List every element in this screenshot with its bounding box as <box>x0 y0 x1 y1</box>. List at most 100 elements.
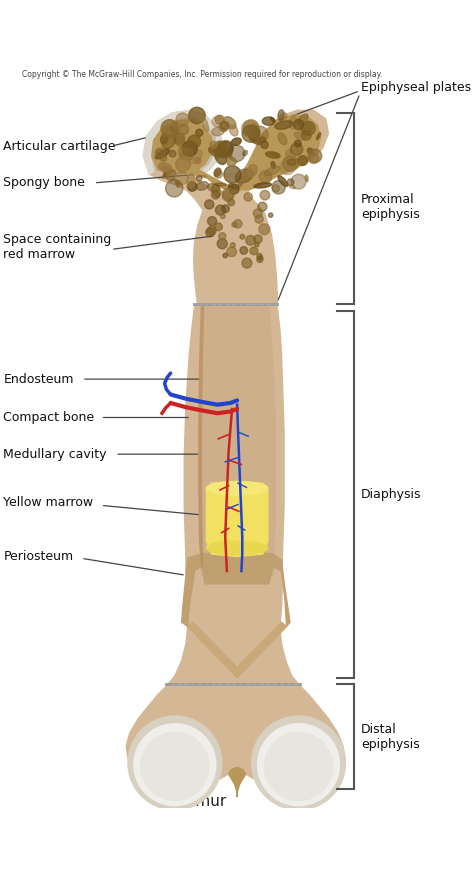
Ellipse shape <box>196 182 209 190</box>
Circle shape <box>220 121 229 130</box>
Circle shape <box>273 185 280 192</box>
Circle shape <box>215 170 222 178</box>
Ellipse shape <box>289 185 295 189</box>
Circle shape <box>229 184 239 194</box>
Circle shape <box>161 120 179 137</box>
Ellipse shape <box>212 147 219 154</box>
Text: Femur: Femur <box>178 794 226 809</box>
Circle shape <box>298 155 308 166</box>
Circle shape <box>240 234 245 239</box>
Ellipse shape <box>214 168 221 176</box>
Ellipse shape <box>230 156 237 162</box>
Circle shape <box>255 215 263 223</box>
Ellipse shape <box>170 127 178 134</box>
Circle shape <box>211 190 219 199</box>
Circle shape <box>291 174 306 189</box>
Circle shape <box>141 732 209 801</box>
Circle shape <box>210 141 217 148</box>
Circle shape <box>219 122 228 132</box>
Circle shape <box>215 205 226 215</box>
Circle shape <box>194 157 201 163</box>
Ellipse shape <box>290 115 297 129</box>
Circle shape <box>258 202 267 211</box>
Ellipse shape <box>273 153 279 156</box>
Text: Medullary cavity: Medullary cavity <box>3 448 107 461</box>
Polygon shape <box>126 686 345 785</box>
Text: Periosteum: Periosteum <box>3 550 73 563</box>
Circle shape <box>182 141 197 156</box>
Ellipse shape <box>305 175 308 182</box>
Circle shape <box>227 158 236 167</box>
Ellipse shape <box>212 184 220 197</box>
Circle shape <box>257 724 339 806</box>
Circle shape <box>294 141 301 147</box>
Circle shape <box>259 223 270 235</box>
Ellipse shape <box>215 183 226 186</box>
Circle shape <box>155 148 165 159</box>
Circle shape <box>173 133 185 144</box>
Circle shape <box>215 115 224 124</box>
Circle shape <box>300 120 312 133</box>
Ellipse shape <box>176 182 179 187</box>
Ellipse shape <box>158 163 172 171</box>
Text: Compact bone: Compact bone <box>3 411 94 424</box>
Ellipse shape <box>265 152 280 158</box>
Polygon shape <box>182 552 290 627</box>
Circle shape <box>253 209 262 217</box>
Text: Space containing
red marrow: Space containing red marrow <box>3 233 112 261</box>
Ellipse shape <box>163 173 166 178</box>
Polygon shape <box>207 482 268 556</box>
Circle shape <box>307 148 312 154</box>
Ellipse shape <box>231 138 241 146</box>
Ellipse shape <box>211 144 225 155</box>
Text: Articular cartilage: Articular cartilage <box>3 140 116 153</box>
Circle shape <box>234 220 242 228</box>
Circle shape <box>287 179 294 186</box>
Polygon shape <box>200 306 275 575</box>
Ellipse shape <box>294 132 305 140</box>
Ellipse shape <box>224 117 236 128</box>
Text: Spongy bone: Spongy bone <box>3 176 85 189</box>
Text: Diaphysis: Diaphysis <box>361 488 421 501</box>
Circle shape <box>283 155 298 171</box>
Circle shape <box>258 256 263 260</box>
Circle shape <box>301 131 311 141</box>
Circle shape <box>280 160 295 175</box>
Circle shape <box>243 120 259 135</box>
Circle shape <box>176 113 189 126</box>
Ellipse shape <box>187 174 195 189</box>
Circle shape <box>242 120 257 137</box>
Circle shape <box>217 141 233 157</box>
Circle shape <box>164 169 176 180</box>
Ellipse shape <box>286 149 292 156</box>
Polygon shape <box>188 622 287 677</box>
Circle shape <box>134 724 216 806</box>
Circle shape <box>268 213 273 217</box>
Circle shape <box>246 236 255 245</box>
Ellipse shape <box>298 114 308 124</box>
Circle shape <box>251 127 268 143</box>
Circle shape <box>189 107 205 124</box>
Circle shape <box>169 150 176 157</box>
Ellipse shape <box>209 147 226 158</box>
Circle shape <box>208 217 217 225</box>
Text: Yellow marrow: Yellow marrow <box>3 496 93 509</box>
Circle shape <box>165 180 183 197</box>
Circle shape <box>223 150 232 158</box>
Polygon shape <box>228 767 246 797</box>
Circle shape <box>187 182 197 191</box>
Ellipse shape <box>207 541 268 555</box>
Polygon shape <box>143 110 222 175</box>
Ellipse shape <box>208 183 219 192</box>
Ellipse shape <box>162 166 170 175</box>
Circle shape <box>175 136 185 146</box>
Circle shape <box>181 148 193 161</box>
Circle shape <box>308 149 322 162</box>
Ellipse shape <box>278 110 284 120</box>
Circle shape <box>206 228 215 237</box>
Circle shape <box>259 170 272 183</box>
Circle shape <box>223 253 228 258</box>
Text: Distal
epiphysis: Distal epiphysis <box>361 724 419 752</box>
Ellipse shape <box>229 125 238 136</box>
Circle shape <box>228 145 245 162</box>
